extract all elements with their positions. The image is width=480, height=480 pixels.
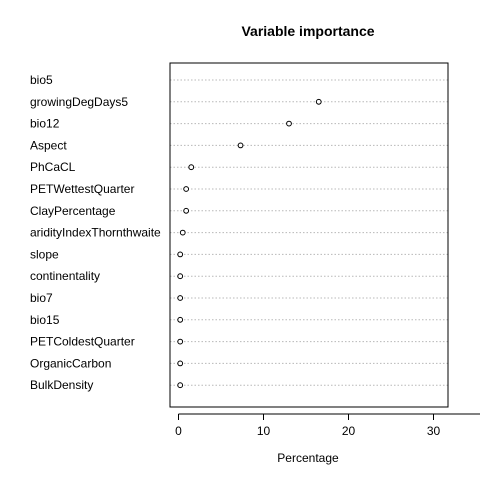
category-label: bio12 <box>30 117 60 131</box>
category-label: ClayPercentage <box>30 204 116 218</box>
data-point <box>315 98 322 105</box>
x-tick-label: 20 <box>342 424 356 438</box>
category-label: Aspect <box>30 138 67 152</box>
data-point <box>177 382 184 389</box>
data-point <box>177 251 184 258</box>
data-point <box>188 164 195 171</box>
data-point <box>177 295 184 301</box>
category-label: bio7 <box>30 291 53 305</box>
data-points <box>177 98 322 389</box>
data-point <box>237 142 244 149</box>
data-point <box>183 207 190 214</box>
category-labels: bio5 growingDegDays5 bio12 Aspect PhCaCL PETW… <box>30 73 161 392</box>
x-tick-label: 0 <box>175 424 182 438</box>
x-axis-label: Percentage <box>277 451 339 465</box>
category-label: PETWettestQuarter <box>30 182 134 196</box>
category-label: bio15 <box>30 313 60 327</box>
chart-title: Variable importance <box>241 23 374 39</box>
data-point <box>177 360 184 367</box>
category-label: bio5 <box>30 73 53 87</box>
data-point <box>177 338 184 345</box>
data-point <box>286 120 292 127</box>
data-point <box>183 186 190 192</box>
category-label: growingDegDays5 <box>30 95 128 109</box>
category-label: BulkDensity <box>30 378 93 392</box>
category-label: OrganicCarbon <box>30 356 111 370</box>
x-tick-label: 10 <box>257 424 271 438</box>
x-tick-label: 30 <box>427 424 441 438</box>
grid-lines <box>170 79 448 386</box>
data-point <box>179 229 186 236</box>
x-axis-ticks: 0102030405060 <box>175 414 441 438</box>
category-label: continentality <box>30 269 100 283</box>
category-label: slope <box>30 247 59 261</box>
category-label: aridityIndexThornthwaite <box>30 226 161 240</box>
category-label: PETColdestQuarter <box>30 335 135 349</box>
data-point <box>177 273 184 280</box>
data-point <box>177 316 184 323</box>
category-label: PhCaCL <box>30 160 76 174</box>
plot-frame <box>169 62 449 408</box>
